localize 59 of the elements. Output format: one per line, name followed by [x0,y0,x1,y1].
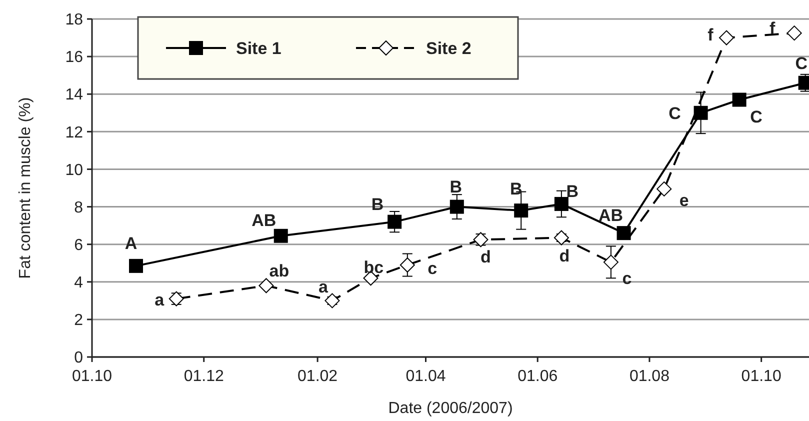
annotation: C [795,54,808,73]
point [388,214,402,229]
annotation: e [679,190,689,210]
annotation: a [318,278,328,297]
annotation: C [668,104,681,123]
point [656,181,672,196]
y-tick-label: 18 [65,12,84,29]
point [718,30,734,46]
y-tick-label: 0 [74,350,84,367]
legend-label: Site 1 [236,39,282,58]
annotation: A [124,234,138,253]
y-tick-label: 4 [74,274,84,292]
annotation: B [510,179,522,198]
y-tick-label: 10 [65,162,84,179]
y-tick-label: 12 [65,124,84,142]
annotation: f [769,19,776,38]
annotation: d [480,248,491,267]
point [400,257,415,272]
annotation: AB [598,206,624,226]
x-tick-label: 01.04 [406,368,446,385]
x-tick-label: 01.06 [518,368,558,385]
x-tick-label: 01.12 [184,368,224,385]
x-tick-label: 01.10 [72,368,112,385]
point [732,92,746,107]
point [694,106,708,120]
annotation: C [750,108,762,127]
annotation: B [566,182,579,201]
point [786,26,802,41]
annotation: ab [269,262,290,281]
x-tick-label: 01.08 [629,368,670,385]
annotation: c [622,269,632,288]
x-tick-label: 01.10 [741,368,782,385]
annotation: AB [252,210,276,230]
annotation: f [708,26,714,45]
point [324,293,340,308]
y-tick-label: 16 [65,49,84,66]
point [258,278,274,294]
annotation: d [559,246,570,266]
annotation: B [371,194,384,214]
y-axis-title: Fat content in muscle (%) [17,97,34,279]
point [514,204,528,218]
point [554,230,569,246]
y-tick-label: 14 [65,86,84,104]
point [554,196,568,211]
point [616,226,631,240]
point [450,200,464,214]
annotation: a [154,290,165,310]
point [603,254,618,270]
annotation: bc [364,258,384,278]
annotation: c [428,258,438,278]
point [274,228,288,243]
point [129,258,144,273]
annotation: B [450,178,462,197]
legend-label: Site 2 [426,39,472,58]
x-axis-title: Date (2006/2007) [388,400,513,417]
y-tick-label: 2 [74,312,84,330]
y-tick-label: 8 [74,199,84,216]
x-tick-label: 01.02 [298,368,338,385]
y-tick-label: 6 [74,236,84,254]
